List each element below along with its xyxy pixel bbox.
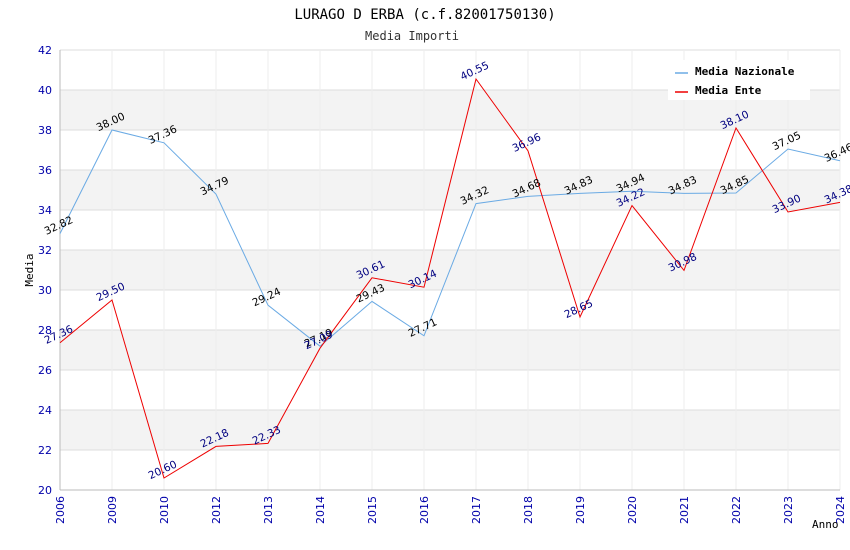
y-tick-label: 40 [38, 84, 52, 97]
x-tick-label: 2012 [210, 496, 223, 524]
y-tick-label: 38 [38, 124, 52, 137]
x-tick-label: 2006 [54, 496, 67, 524]
x-tick-label: 2017 [470, 496, 483, 524]
y-axis-title: Media [23, 253, 36, 286]
legend-box [668, 60, 810, 100]
gridlines [59, 49, 841, 491]
x-tick-labels: 2006 2009 2010 2012 2013 2014 2015 2016 2017 2018… [54, 496, 847, 524]
x-tick-label: 2010 [158, 496, 171, 524]
y-tick-label: 36 [38, 164, 52, 177]
data-label: 40.55 [459, 59, 491, 83]
y-tick-label: 42 [38, 44, 52, 57]
x-tick-label: 2020 [626, 496, 639, 524]
x-tick-label: 2018 [522, 496, 535, 524]
y-tick-label: 22 [38, 444, 52, 457]
grid-band [60, 170, 840, 210]
x-tick-label: 2016 [418, 496, 431, 524]
grid-band [60, 330, 840, 370]
series-line-media-ente [59, 77, 841, 479]
y-tick-label: 34 [38, 204, 52, 217]
legend-label-media-nazionale: Media Nazionale [695, 65, 795, 78]
chart-title: LURAGO D ERBA (c.f.82001750130) [294, 7, 555, 23]
x-tick-label: 2023 [782, 496, 795, 524]
x-tick-label: 2009 [106, 496, 119, 524]
legend-label-media-ente: Media Ente [695, 84, 762, 97]
x-tick-label: 2019 [574, 496, 587, 524]
x-tick-label: 2013 [262, 496, 275, 524]
x-tick-label: 2015 [366, 496, 379, 524]
data-label: 28.65 [563, 297, 595, 321]
chart-subtitle: Media Importi [365, 29, 459, 43]
data-label: 36.46 [823, 141, 850, 165]
data-label: 32.82 [43, 214, 75, 238]
legend: Media Nazionale Media Ente [668, 60, 810, 100]
plot-background-bands [60, 90, 840, 450]
x-tick-label: 2021 [678, 496, 691, 524]
y-tick-label: 28 [38, 324, 52, 337]
series-lines [59, 77, 841, 479]
grid-band [60, 410, 840, 450]
series-line-media-nazionale [59, 129, 841, 347]
y-tick-labels: 20 22 24 26 28 30 32 34 36 38 40 42 [38, 44, 52, 497]
x-tick-label: 2014 [314, 496, 327, 524]
x-tick-label: 2022 [730, 496, 743, 524]
x-axis-title: Anno [812, 518, 839, 531]
y-tick-label: 24 [38, 404, 52, 417]
y-tick-label: 20 [38, 484, 52, 497]
y-tick-label: 30 [38, 284, 52, 297]
y-tick-label: 32 [38, 244, 52, 257]
x-tick-label: 2024 [834, 496, 847, 524]
data-label: 36.96 [511, 131, 544, 155]
y-tick-label: 26 [38, 364, 52, 377]
data-label: 20.60 [147, 458, 179, 482]
